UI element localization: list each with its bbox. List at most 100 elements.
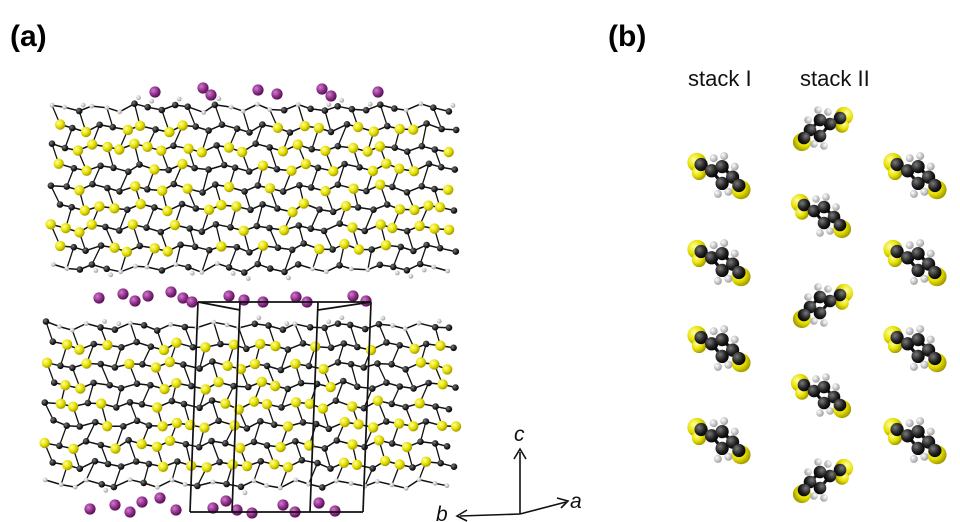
bond (45, 321, 54, 342)
sulfur-atom (234, 442, 246, 454)
carbon-atom (347, 360, 355, 368)
bond (337, 124, 348, 147)
sulfur-atom (368, 126, 379, 137)
bond (189, 301, 199, 513)
sulfur-atom (298, 198, 309, 209)
carbon-atom (170, 180, 178, 188)
sulfur-atom (177, 120, 188, 131)
bond (283, 249, 293, 273)
hydrogen-atom (445, 268, 451, 274)
bond (141, 384, 151, 405)
hydrogen-atom (814, 458, 822, 466)
a-axis-label: a (570, 490, 582, 513)
carbon-atom (423, 241, 430, 249)
carbon-atom (375, 320, 383, 328)
molecule (883, 239, 947, 287)
hydrogen-atom (926, 427, 935, 436)
hydrogen-atom (72, 484, 78, 490)
hydrogen-atom (50, 262, 56, 267)
sulfur-atom (290, 358, 301, 369)
cation-atom (223, 290, 235, 302)
carbon-atom (425, 379, 432, 387)
bond (337, 163, 346, 185)
cation-atom (170, 504, 182, 516)
hydrogen-atom (820, 319, 828, 327)
cation-atom (84, 503, 96, 515)
bond (324, 110, 332, 133)
hydrogen-atom (905, 419, 914, 428)
bond (269, 147, 278, 170)
bond (71, 322, 87, 331)
carbon-atom (211, 101, 219, 109)
sulfur-atom (257, 160, 269, 171)
carbon-atom (111, 364, 119, 371)
bond (213, 322, 222, 345)
carbon-atom (274, 205, 281, 212)
carbon-atom (198, 228, 206, 235)
hydrogen-atom (804, 116, 812, 124)
sulfur-atom (55, 240, 66, 252)
carbon-atom (90, 379, 97, 387)
bond (242, 111, 251, 133)
carbon-atom (111, 326, 119, 334)
sulfur-atom (149, 164, 160, 175)
molecule (687, 417, 751, 465)
cation-atom (290, 291, 302, 303)
hydrogen-atom (824, 460, 832, 468)
carbon-atom (171, 101, 179, 109)
cation-atom (372, 86, 384, 98)
sulfur-atom (435, 340, 446, 351)
bond (433, 266, 448, 272)
carbon-atom (890, 422, 904, 437)
bond (231, 301, 241, 513)
hydrogen-atom (810, 492, 818, 500)
bond (100, 363, 111, 386)
carbon-atom (205, 127, 212, 134)
carbon-atom (144, 103, 151, 111)
cation-atom (329, 505, 341, 517)
sulfur-atom (436, 420, 448, 431)
sulfur-atom (443, 146, 454, 158)
carbon-atom (103, 265, 110, 273)
hydrogen-atom (173, 262, 179, 267)
carbon-atom (321, 324, 329, 332)
bond (106, 107, 114, 128)
carbon-atom (48, 140, 56, 147)
bond (129, 402, 138, 422)
hydrogen-atom (169, 477, 175, 483)
sulfur-atom (203, 204, 215, 215)
bond (405, 478, 420, 489)
sulfur-atom (339, 416, 350, 428)
bond (280, 349, 289, 371)
hydrogen-atom (820, 142, 828, 150)
hydrogen-atom (450, 103, 456, 108)
hydrogen-atom (189, 270, 195, 276)
hydrogen-atom (80, 102, 86, 108)
hydrogen-atom (720, 239, 729, 248)
bond (85, 460, 96, 481)
molecule (790, 373, 852, 419)
sulfur-atom (129, 138, 140, 149)
sulfur-atom (300, 158, 311, 170)
carbon-atom (205, 166, 212, 173)
carbon-atom (75, 107, 83, 115)
sulfur-atom (264, 183, 276, 194)
cation-atom (360, 295, 372, 307)
sulfur-atom (121, 246, 132, 258)
sulfur-atom (213, 376, 224, 388)
bond (268, 227, 279, 248)
carbon-atom (431, 146, 439, 153)
hydrogen-atom (810, 140, 818, 148)
carbon-atom (319, 484, 326, 491)
sulfur-atom (320, 186, 331, 197)
sulfur-atom (261, 399, 273, 410)
carbon-atom (263, 362, 271, 370)
carbon-atom (817, 200, 831, 214)
carbon-atom (928, 178, 942, 193)
bond (405, 369, 415, 389)
bond (294, 323, 304, 344)
carbon-atom (715, 441, 729, 456)
bond (118, 209, 128, 231)
sulfur-atom (255, 338, 266, 350)
